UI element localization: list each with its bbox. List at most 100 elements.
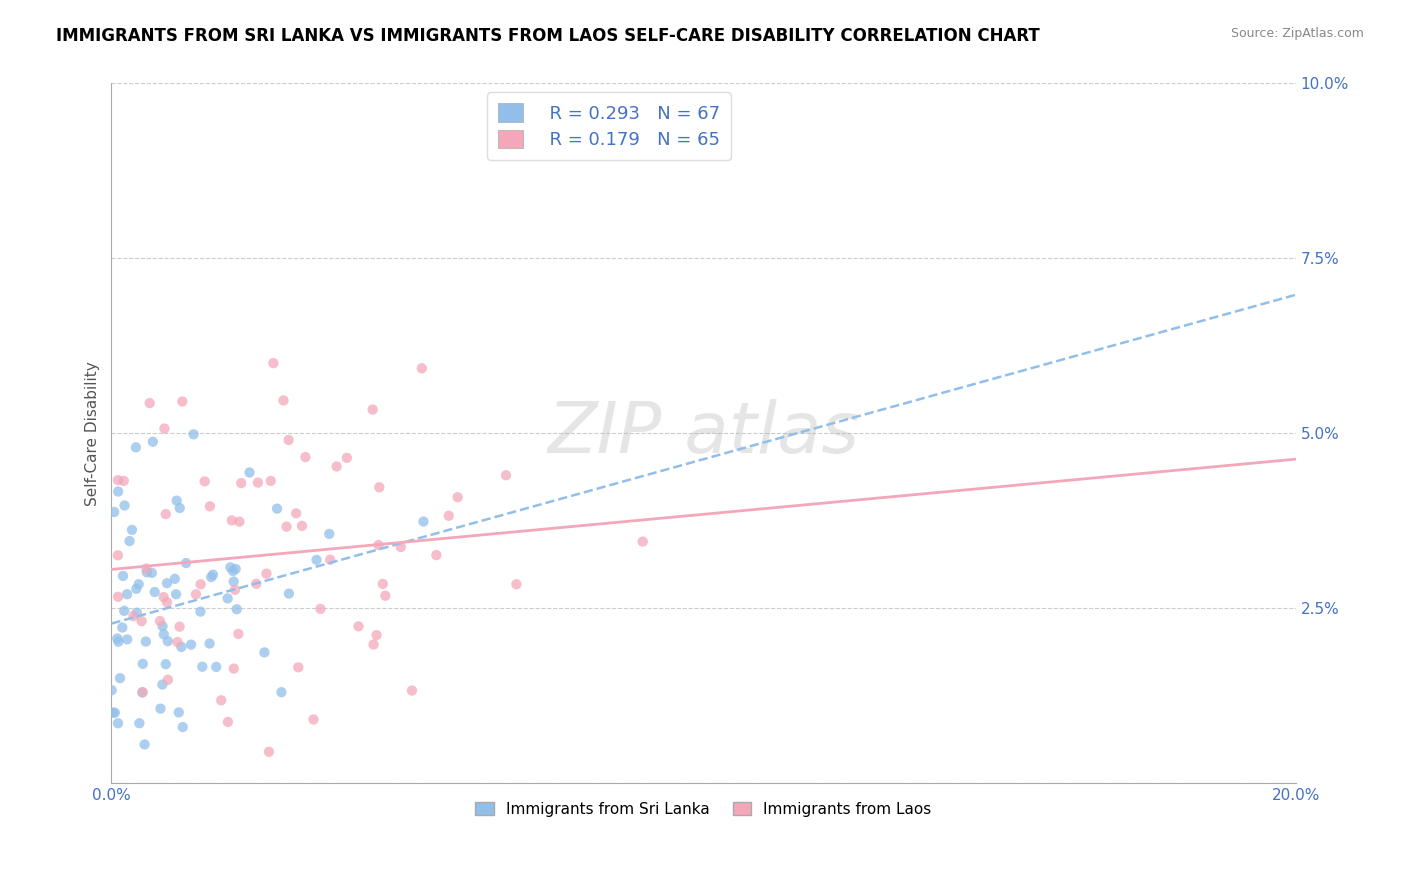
Point <box>121 523 143 537</box>
Point <box>367 538 389 552</box>
Text: Source: ZipAtlas.com: Source: ZipAtlas.com <box>1230 27 1364 40</box>
Point <box>447 490 470 504</box>
Point <box>107 634 129 648</box>
Point <box>174 556 197 570</box>
Point <box>135 566 157 580</box>
Point <box>155 507 177 521</box>
Point <box>294 450 316 464</box>
Point <box>361 402 384 417</box>
Point <box>165 587 187 601</box>
Point <box>131 614 153 628</box>
Point <box>132 657 155 671</box>
Point <box>152 590 174 604</box>
Point <box>412 515 434 529</box>
Point <box>156 576 179 591</box>
Point <box>142 434 165 449</box>
Point <box>262 356 284 370</box>
Text: ZIP atlas: ZIP atlas <box>547 399 859 467</box>
Point <box>347 619 370 633</box>
Point <box>143 585 166 599</box>
Point <box>115 632 138 647</box>
Point <box>505 577 527 591</box>
Point <box>125 440 148 454</box>
Point <box>225 562 247 576</box>
Point <box>107 716 129 731</box>
Point <box>112 569 135 583</box>
Point <box>401 683 423 698</box>
Point <box>389 540 412 554</box>
Point <box>228 627 250 641</box>
Point <box>128 577 150 591</box>
Point <box>167 706 190 720</box>
Point <box>115 587 138 601</box>
Point <box>108 671 131 685</box>
Legend: Immigrants from Sri Lanka, Immigrants from Laos: Immigrants from Sri Lanka, Immigrants fr… <box>468 794 939 824</box>
Point <box>135 634 157 648</box>
Point <box>156 673 179 687</box>
Point <box>224 582 246 597</box>
Point <box>260 474 283 488</box>
Point <box>169 620 191 634</box>
Point <box>319 553 342 567</box>
Point <box>217 591 239 606</box>
Point <box>101 706 124 720</box>
Point <box>309 602 332 616</box>
Point <box>135 561 157 575</box>
Point <box>277 433 299 447</box>
Point <box>183 427 205 442</box>
Point <box>209 693 232 707</box>
Point <box>149 614 172 628</box>
Point <box>111 621 134 635</box>
Point <box>495 468 517 483</box>
Point <box>118 534 141 549</box>
Point <box>191 659 214 673</box>
Point <box>132 685 155 699</box>
Point <box>325 459 347 474</box>
Point <box>125 606 148 620</box>
Point <box>363 638 385 652</box>
Point <box>276 519 298 533</box>
Point <box>163 572 186 586</box>
Point <box>172 720 194 734</box>
Point <box>287 660 309 674</box>
Point <box>368 480 391 494</box>
Point <box>134 738 156 752</box>
Point <box>366 628 388 642</box>
Point <box>291 519 314 533</box>
Point <box>221 513 243 527</box>
Point <box>222 574 245 589</box>
Point <box>256 566 278 581</box>
Point <box>190 605 212 619</box>
Point <box>131 685 153 699</box>
Point <box>100 683 122 698</box>
Point <box>198 500 221 514</box>
Point <box>114 499 136 513</box>
Point <box>246 475 269 490</box>
Text: IMMIGRANTS FROM SRI LANKA VS IMMIGRANTS FROM LAOS SELF-CARE DISABILITY CORRELATI: IMMIGRANTS FROM SRI LANKA VS IMMIGRANTS … <box>56 27 1040 45</box>
Point <box>190 577 212 591</box>
Point <box>194 475 217 489</box>
Point <box>285 506 308 520</box>
Point <box>170 640 193 654</box>
Point <box>166 635 188 649</box>
Point <box>149 701 172 715</box>
Point <box>156 634 179 648</box>
Point <box>166 493 188 508</box>
Point <box>219 560 242 574</box>
Point <box>222 564 245 578</box>
Point <box>371 577 394 591</box>
Point <box>125 582 148 596</box>
Point <box>231 476 253 491</box>
Point <box>107 549 129 563</box>
Point <box>201 567 224 582</box>
Point <box>245 576 267 591</box>
Point <box>217 714 239 729</box>
Point <box>180 638 202 652</box>
Point <box>112 604 135 618</box>
Point <box>266 501 288 516</box>
Point <box>128 716 150 731</box>
Point <box>138 396 160 410</box>
Point <box>105 632 128 646</box>
Point <box>273 393 295 408</box>
Point <box>336 450 359 465</box>
